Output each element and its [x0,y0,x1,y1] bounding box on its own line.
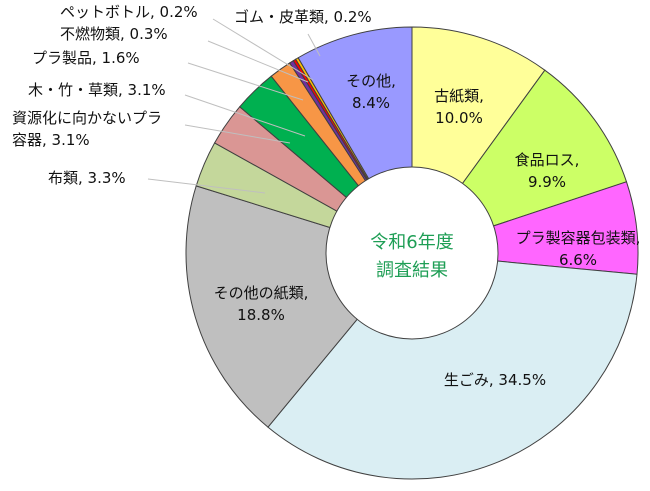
slice-label-3-line-0: 生ごみ, 34.5% [444,371,546,389]
leader-line-5 [147,178,266,194]
slice-label-1-line-0: 食品ロス, [515,151,580,169]
slice-label-0-line-0: 古紙類, [434,87,484,105]
leader-line-7 [184,94,306,137]
slice-label-1: 食品ロス, 9.9% [515,151,580,191]
slice-label-12-line-1: 8.4% [352,94,390,112]
slice-label-4: その他の紙類, 18.8% [214,284,309,324]
leader-lines [147,18,321,194]
slice-label-4-line-1: 18.8% [237,306,285,324]
donut-hole [325,166,499,340]
leader-line-9 [207,40,309,83]
slice-label-8-line-0: プラ製品, 1.6% [32,49,140,67]
slice-label-6-line-1: 容器, 3.1% [12,131,90,149]
leader-line-6 [184,124,291,144]
slice-label-9-line-0: 不燃物類, 0.3% [60,25,168,43]
slice-label-5: 布類, 3.3% [48,169,126,187]
slice-label-0: 古紙類, 10.0% [434,87,484,127]
slice-label-7-line-0: 木・竹・草類, 3.1% [28,81,166,99]
center-label-line-1: 令和6年度 [370,232,453,253]
slice-label-6: 資源化に向かないプラ容器, 3.1% [12,109,162,149]
slice-label-3: 生ごみ, 34.5% [444,371,546,389]
slice-label-2: プラ製容器包装類, 6.6% [516,229,641,269]
leader-line-10 [212,18,314,81]
slice-label-10: ペットボトル, 0.2% [60,3,198,21]
slice-label-12-line-0: その他, [346,72,396,90]
slice-label-12: その他, 8.4% [346,72,396,112]
leader-line-8 [187,62,304,101]
center-label-line-2: 調査結果 [376,260,448,281]
slice-3 [267,252,638,480]
slice-label-1-line-1: 9.9% [528,173,566,191]
slice-label-11: ゴム・皮革類, 0.2% [234,8,372,26]
leader-line-11 [307,33,321,57]
slice-label-7: 木・竹・草類, 3.1% [28,81,166,99]
slice-label-10-line-0: ペットボトル, 0.2% [60,3,198,21]
slice-label-2-line-1: 6.6% [559,251,597,269]
slice-label-2-line-0: プラ製容器包装類, [516,229,641,247]
slice-label-11-line-0: ゴム・皮革類, 0.2% [234,8,372,26]
slice-label-4-line-0: その他の紙類, [214,284,309,302]
slice-labels: 古紙類, 10.0% 食品ロス, 9.9% プラ製容器包装類, 6.6% 生ごみ, 34.5… [12,3,640,389]
slice-label-0-line-1: 10.0% [435,109,483,127]
slice-label-5-line-0: 布類, 3.3% [48,169,126,187]
slice-label-8: プラ製品, 1.6% [32,49,140,67]
slice-label-6-line-0: 資源化に向かないプラ [12,109,162,127]
slice-label-9: 不燃物類, 0.3% [60,25,168,43]
